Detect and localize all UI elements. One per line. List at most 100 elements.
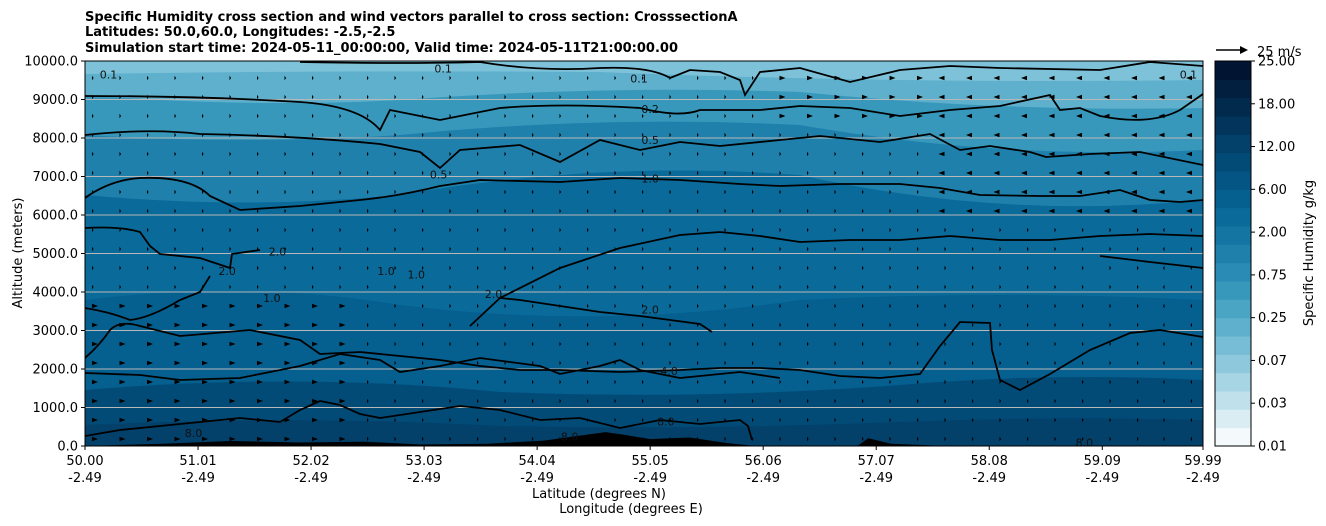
wind-vector-arrow (642, 379, 644, 385)
wind-vector-arrow (229, 75, 232, 81)
wind-vector-arrow (807, 436, 809, 442)
wind-vector-arrow (174, 189, 177, 195)
wind-vector-arrow (944, 322, 947, 328)
wind-vector-arrow (938, 189, 945, 195)
wind-vector-arrow (174, 246, 177, 252)
wind-vector-arrow (779, 189, 782, 195)
wind-vector-arrow (724, 151, 727, 157)
wind-vector-arrow (1186, 151, 1192, 157)
wind-vector-arrow (367, 246, 369, 252)
wind-vector-arrow (1186, 132, 1192, 138)
wind-vector-arrow (862, 265, 864, 271)
wind-vector-arrow (119, 189, 122, 195)
contour-line-0.1 (299, 61, 1203, 98)
wind-vector-arrow (394, 284, 397, 290)
wind-vector-arrow (312, 303, 318, 309)
wind-vector-arrow (807, 360, 809, 366)
wind-vector-arrow (917, 341, 919, 347)
wind-vector-arrow (862, 189, 864, 195)
wind-vector-arrow (229, 151, 232, 157)
y-gridlines (85, 99, 1203, 408)
wind-vector-arrow (367, 189, 369, 195)
wind-vector-arrow (697, 75, 699, 81)
wind-vector-arrow (532, 303, 534, 309)
wind-vector-arrow (889, 341, 892, 347)
wind-vector-arrow (917, 379, 919, 385)
colorbar-label: Specific Humidity g/kg (1302, 180, 1317, 326)
wind-vector-arrow (1048, 75, 1055, 81)
wind-vector-arrow (724, 246, 727, 252)
wind-vector-arrow (1103, 170, 1110, 176)
wind-vector-arrow (752, 113, 754, 119)
chart-title-line-1: Specific Humidity cross section and wind… (85, 10, 738, 25)
wind-vector-arrow (834, 246, 837, 252)
wind-vector-arrow (642, 170, 644, 176)
wind-vector-arrow (1186, 208, 1192, 214)
wind-vector-arrow (1190, 322, 1192, 328)
wind-vector-arrow (752, 132, 754, 138)
x-tick-label-lat: 55.05 (632, 454, 669, 469)
wind-vector-arrow (1054, 417, 1057, 423)
wind-vector-arrow (1021, 151, 1027, 157)
wind-vector-arrow (1137, 322, 1139, 328)
wind-vector-arrow (92, 227, 94, 233)
wind-vector-arrow (917, 322, 919, 328)
wind-vector-arrow (1109, 360, 1112, 366)
wind-vector-arrow (807, 341, 809, 347)
wind-vector-arrow (1027, 398, 1029, 404)
wind-vector-arrow (1082, 227, 1084, 233)
wind-vector-arrow (862, 341, 864, 347)
wind-vector-arrow (394, 94, 397, 100)
wind-vector-arrow (532, 113, 534, 119)
wind-vector-arrow (394, 132, 397, 138)
wind-vector-arrow (752, 94, 754, 100)
wind-vector-arrow (202, 208, 204, 214)
wind-vector-arrow (367, 75, 369, 81)
wind-vector-arrow (1137, 284, 1139, 290)
colorbar-tick-label: 0.07 (1258, 354, 1287, 369)
wind-vector-arrow (477, 417, 479, 423)
wind-vector-arrow (807, 170, 809, 176)
wind-vector-arrow (669, 398, 672, 404)
colorbar-swatch (1215, 152, 1251, 172)
wind-vector-arrow (1162, 322, 1165, 328)
wind-vector-arrow (999, 360, 1002, 366)
wind-vector-arrow (339, 303, 346, 309)
wind-vector-arrow (807, 208, 809, 214)
wind-vector-arrow (532, 398, 534, 404)
wind-vector-arrow (889, 208, 892, 214)
wind-vector-arrow (834, 322, 837, 328)
wind-vector-arrow (1076, 132, 1082, 138)
wind-vector-arrow (229, 246, 232, 252)
contour-label: 0.1 (1180, 68, 1198, 81)
wind-vector-arrow (284, 151, 287, 157)
colorbar-ticks: 0.01 0.03 0.07 0.25 0.75 2.00 6.00 12.00 18.00 25… (1251, 55, 1295, 455)
wind-vector-arrow (587, 265, 589, 271)
colorbar-tick-label: 18.00 (1258, 97, 1295, 112)
wind-vector-arrow (889, 151, 892, 157)
wind-vector-arrow (1158, 75, 1165, 81)
wind-vector-arrow (367, 151, 369, 157)
wind-vector-arrow (257, 284, 259, 290)
y-tick-label: 3000.0 (33, 324, 79, 339)
wind-vector-arrow (449, 189, 452, 195)
x-tick-label-lon: -2.49 (972, 471, 1006, 486)
wind-vector-arrow (1137, 417, 1139, 423)
wind-vector-arrow (669, 208, 672, 214)
wind-vector-arrow (862, 170, 864, 176)
wind-vector-arrow (587, 170, 589, 176)
contour-label: 1.0 (641, 172, 659, 185)
wind-reference-arrow-head-icon (1240, 46, 1248, 54)
wind-vector-arrow (972, 246, 974, 252)
wind-vector-arrow (834, 170, 837, 176)
wind-vector-arrow (504, 341, 507, 347)
colorbar-swatch (1215, 317, 1251, 337)
wind-vector-arrow (944, 417, 947, 423)
wind-vector-arrow (339, 75, 342, 81)
wind-vector-arrow (477, 75, 479, 81)
wind-vector-arrow (339, 398, 346, 404)
wind-vector-arrow (532, 151, 534, 157)
wind-vector-arrow (394, 341, 397, 347)
wind-vector-arrow (367, 322, 369, 328)
wind-vector-arrow (1054, 265, 1057, 271)
